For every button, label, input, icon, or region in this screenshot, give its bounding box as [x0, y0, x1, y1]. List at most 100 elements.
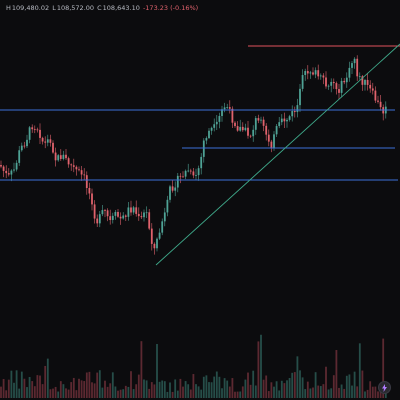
volume-bar — [288, 377, 291, 398]
candle — [189, 170, 192, 172]
volume-bar — [80, 380, 83, 398]
candle — [119, 216, 122, 219]
candle — [80, 170, 83, 175]
volume-bar — [348, 374, 351, 398]
volume-bar — [179, 378, 182, 398]
volume-bar — [262, 379, 265, 398]
candle — [293, 111, 296, 113]
volume-bar — [39, 375, 41, 398]
candle — [278, 122, 281, 127]
volume-bar — [57, 391, 60, 398]
volume-bar — [340, 384, 343, 398]
volume-bar — [41, 384, 44, 398]
volume-bar — [65, 388, 67, 398]
candle — [228, 107, 231, 109]
trend-line[interactable] — [155, 43, 400, 266]
candle — [2, 166, 5, 171]
candle — [215, 121, 218, 125]
candle — [317, 70, 320, 77]
ohlc-legend: H109,480.02 L108,572.00 C108,643.10 -173… — [6, 4, 199, 12]
volume-bar — [236, 391, 239, 398]
candle — [83, 174, 86, 176]
volume-bar — [369, 381, 372, 398]
candle — [213, 124, 216, 128]
candle — [52, 142, 54, 153]
volume-bar — [275, 381, 278, 398]
drawing-layer[interactable] — [0, 43, 400, 266]
volume-bar — [156, 344, 158, 398]
candle — [335, 83, 338, 90]
candle — [195, 175, 197, 176]
candle — [75, 166, 78, 170]
high-label: H — [6, 4, 11, 12]
volume-bar — [312, 387, 314, 398]
volume-bar — [197, 386, 200, 398]
volume-bar — [44, 365, 47, 398]
candle — [252, 129, 255, 137]
candle — [57, 155, 60, 161]
volume-bar — [234, 391, 236, 398]
volume-bar — [33, 386, 36, 398]
volume-bar — [187, 384, 190, 398]
volume-bar — [62, 384, 65, 398]
volume-bar — [358, 343, 361, 398]
candle — [280, 118, 283, 123]
volume-bar — [59, 381, 62, 398]
candle — [353, 58, 356, 64]
volume-bar — [153, 384, 156, 398]
candle — [15, 162, 18, 170]
volume-bar — [241, 386, 244, 398]
candle — [327, 85, 330, 87]
volume-bar — [101, 387, 104, 398]
candle — [33, 129, 36, 130]
volume-bar — [244, 379, 247, 398]
volume-bar — [130, 371, 132, 398]
volume-bar — [67, 389, 70, 398]
volume-bar — [145, 380, 148, 398]
volume-bar — [249, 384, 252, 398]
low-value: 108,572.00 — [56, 4, 95, 12]
candle — [70, 164, 73, 166]
candle — [85, 175, 88, 189]
volume-bar — [353, 371, 356, 398]
candle — [379, 101, 382, 108]
volume-bar — [132, 389, 135, 398]
candle — [202, 140, 205, 157]
candle — [62, 154, 65, 159]
volume-bar — [317, 385, 320, 398]
candle — [163, 212, 166, 222]
candle — [322, 75, 325, 78]
candle — [96, 218, 99, 224]
candle — [143, 212, 145, 218]
volume-bar — [54, 386, 57, 398]
candle — [182, 176, 184, 178]
candle — [244, 127, 247, 131]
replay-button[interactable] — [378, 381, 391, 394]
candle-layer — [0, 55, 387, 255]
candle — [124, 215, 127, 217]
close-value: 108,643.10 — [102, 4, 140, 12]
volume-bar — [210, 382, 213, 398]
volume-bar — [293, 372, 296, 398]
candle — [54, 152, 57, 161]
volume-bar — [111, 372, 114, 398]
volume-bar — [5, 390, 8, 398]
candle — [241, 126, 244, 131]
volume-bar — [208, 382, 210, 398]
candle — [140, 216, 143, 218]
volume-bar — [70, 382, 73, 398]
volume-bar — [205, 375, 208, 398]
candle — [20, 145, 23, 151]
volume-bar — [114, 386, 117, 398]
volume-bar — [338, 387, 340, 398]
volume-bar — [88, 371, 91, 398]
volume-bar — [85, 372, 88, 398]
volume-bar — [15, 370, 18, 398]
candle — [104, 210, 106, 211]
candle — [153, 243, 156, 249]
volume-bar — [267, 391, 270, 398]
volume-bar — [93, 383, 96, 398]
volume-bar — [2, 379, 5, 398]
